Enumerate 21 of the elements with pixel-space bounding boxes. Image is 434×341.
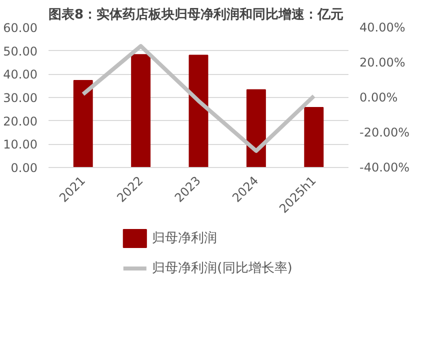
- y-tick-label: 60.00: [3, 21, 38, 35]
- y-tick-label: 50.00: [3, 44, 38, 58]
- legend-label: 归母净利润(同比增长率): [152, 260, 292, 276]
- y-tick-label: 20.00: [3, 114, 38, 128]
- y-tick-label: 10.00: [3, 138, 38, 152]
- bar: [246, 89, 266, 168]
- y-tick-label: 30.00: [3, 91, 38, 105]
- legend-label: 归母净利润: [152, 231, 218, 246]
- y2-tick-label: -20.00%: [360, 126, 410, 140]
- y2-tick-label: 0.00%: [360, 90, 398, 104]
- y2-tick-label: 40.00%: [360, 20, 406, 34]
- y2-tick-label: -40.00%: [360, 160, 410, 174]
- y-tick-label: 40.00: [3, 68, 38, 82]
- bar: [188, 54, 208, 168]
- chart-title: 图表8：实体药店板块归母净利润和同比增速：亿元: [48, 6, 344, 22]
- y2-tick-label: 20.00%: [360, 56, 406, 70]
- bar: [304, 107, 324, 168]
- bar: [73, 80, 93, 168]
- bar: [131, 54, 151, 168]
- line-series: [81, 44, 316, 153]
- y-tick-label: 0.00: [10, 161, 38, 175]
